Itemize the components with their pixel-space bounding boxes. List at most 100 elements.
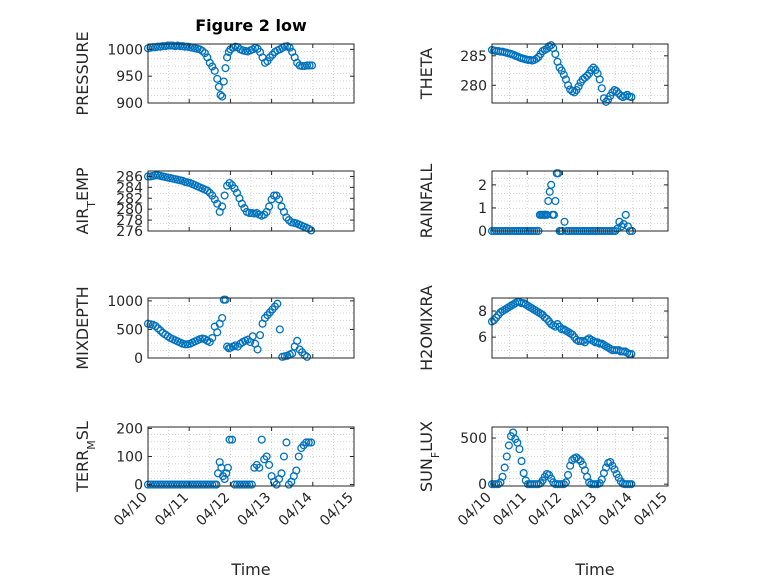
- data-point: [262, 452, 271, 461]
- data-point: [559, 70, 568, 79]
- axes-box: [147, 297, 355, 359]
- data-point: [563, 470, 573, 479]
- y-axis-label: PRESSURE: [73, 31, 92, 115]
- data-point: [601, 97, 611, 106]
- x-tick-label: 04/14: [596, 489, 636, 529]
- x-axis-label-right: Time: [574, 560, 614, 579]
- x-tick-label: 04/10: [111, 490, 151, 530]
- y-axis-label: THETA: [417, 48, 436, 100]
- data-point: [248, 332, 257, 341]
- y-tick-label: 950: [116, 69, 143, 85]
- data-point: [517, 457, 526, 466]
- data-point: [302, 352, 312, 361]
- data-point: [221, 295, 230, 304]
- data-point: [223, 463, 232, 472]
- subplot-1: 900 950 1000 PRESSURE: [73, 31, 355, 116]
- y-axis-label: H2OMIXRA: [417, 285, 436, 371]
- subplot-2: 280 285 THETA: [417, 41, 669, 106]
- data-point: [216, 90, 225, 100]
- axes-box: [491, 426, 669, 487]
- x-tick-label: 04/11: [490, 490, 530, 530]
- y-tick-label: 100: [116, 450, 143, 466]
- data-point: [255, 463, 264, 472]
- data-point: [307, 61, 317, 70]
- y-axis-label: AIRTEMP: [73, 167, 98, 234]
- data-point: [277, 469, 286, 478]
- y-tick-label: 285: [460, 49, 487, 65]
- x-tick-label: 04/12: [525, 490, 565, 530]
- data-point: [615, 217, 624, 226]
- data-point: [293, 336, 302, 345]
- y-axis-label: RAINFALL: [417, 164, 436, 239]
- y-tick-label: 282: [116, 191, 143, 207]
- axes-box: [491, 43, 669, 104]
- x-tick-label: 04/15: [631, 490, 671, 530]
- x-tick-label: 04/12: [193, 490, 233, 530]
- data-point: [307, 226, 316, 235]
- axes-box: [491, 170, 669, 232]
- data-point: [288, 349, 297, 358]
- data-point: [504, 441, 513, 450]
- data-point: [519, 469, 528, 478]
- data-point: [610, 465, 619, 474]
- data-point: [587, 65, 596, 75]
- data-point: [580, 73, 589, 82]
- data-point: [203, 186, 212, 195]
- x-tick-label: 04/10: [455, 490, 495, 530]
- data-point: [627, 350, 636, 359]
- data-point: [274, 195, 284, 204]
- data-point: [257, 435, 266, 444]
- data-point: [208, 333, 217, 343]
- data-point: [563, 81, 573, 90]
- data-point: [273, 299, 282, 308]
- data-point: [298, 61, 307, 71]
- data-point: [237, 199, 246, 208]
- data-point: [265, 460, 274, 469]
- data-point: [304, 438, 313, 447]
- data-point: [613, 224, 622, 233]
- y-axis-label: SUNFLUX: [417, 421, 442, 492]
- data-point: [242, 480, 251, 489]
- data-point: [230, 184, 239, 193]
- data-point: [307, 438, 316, 447]
- data-point: [220, 191, 229, 200]
- data-point: [265, 202, 274, 211]
- data-point: [544, 196, 553, 206]
- data-point: [153, 324, 162, 333]
- y-tick-label: 286: [116, 169, 143, 185]
- data-point: [225, 435, 234, 444]
- y-tick-label: 276: [116, 224, 143, 240]
- data-point: [221, 64, 230, 73]
- x-tick-label: 04/11: [152, 490, 192, 530]
- subplot-6: 6 8 H2OMIXRA: [417, 285, 669, 371]
- y-tick-label: 284: [116, 180, 143, 196]
- y-tick-label: 0: [134, 478, 143, 494]
- x-tick-label: 04/14: [276, 489, 316, 529]
- data-point: [181, 42, 190, 51]
- data-point: [253, 345, 262, 354]
- data-point: [582, 71, 592, 80]
- data-point: [200, 49, 209, 58]
- y-axis-label: TERRMSL: [73, 421, 98, 493]
- data-point: [305, 61, 314, 70]
- data-point: [551, 49, 560, 59]
- data-point: [176, 42, 185, 51]
- y-axis-label: MIXDEPTH: [73, 286, 92, 369]
- y-tick-label: 500: [116, 322, 143, 338]
- axes-box: [147, 43, 355, 104]
- y-tick-label: 280: [116, 202, 143, 218]
- data-point: [225, 178, 234, 188]
- data-point: [181, 340, 190, 349]
- data-point: [212, 480, 221, 489]
- data-point: [595, 75, 604, 84]
- data-point: [223, 53, 232, 62]
- data-point: [282, 438, 291, 447]
- data-point: [623, 90, 632, 99]
- data-point: [574, 82, 583, 91]
- data-point: [213, 74, 222, 83]
- data-point: [247, 480, 256, 489]
- data-point: [208, 480, 217, 489]
